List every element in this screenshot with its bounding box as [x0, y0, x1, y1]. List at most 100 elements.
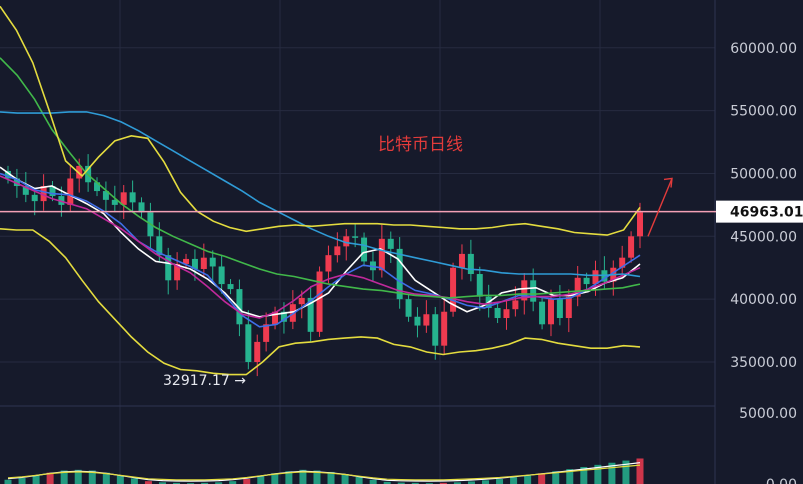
volume-bar	[313, 470, 321, 484]
candle-body	[334, 246, 341, 256]
volume-bar	[116, 475, 124, 484]
candle-body	[298, 297, 305, 305]
candle-body	[13, 178, 20, 187]
price-tick-label: 40000.00	[730, 292, 797, 308]
candle-body	[343, 236, 350, 247]
volume-bar	[88, 470, 96, 484]
candle-body	[574, 277, 581, 297]
candle-body	[352, 236, 359, 238]
up-arrow-icon	[647, 177, 673, 237]
volume-bar	[158, 482, 166, 484]
volume-bar	[173, 482, 181, 484]
price-tick-label: 50000.00	[730, 166, 797, 182]
indicator-line-ma5	[0, 166, 641, 318]
candle-body	[254, 341, 261, 363]
candle-body	[592, 270, 599, 285]
current-price-line: 46963.01	[0, 200, 803, 223]
candle-body	[76, 165, 83, 179]
volume-bar	[369, 479, 377, 484]
indicator-line-ma60	[0, 57, 641, 299]
candle-body	[467, 253, 474, 275]
candle-body	[120, 192, 127, 205]
volume-bar	[271, 473, 279, 484]
candle-body	[102, 191, 109, 200]
candle-body	[494, 307, 501, 319]
volume-bar	[496, 479, 504, 484]
candle-body	[565, 296, 572, 319]
candle-body	[218, 266, 225, 285]
price-tick-label: 35000.00	[730, 355, 797, 371]
volume-bar	[482, 480, 490, 484]
candle-body	[156, 236, 163, 256]
candle-body	[191, 258, 198, 269]
candle-body	[503, 309, 510, 319]
volume-bar	[636, 458, 644, 484]
candle-body	[378, 238, 385, 271]
price-tick-label: 55000.00	[730, 104, 797, 120]
volume-bar	[285, 471, 293, 484]
price-axis: 60000.00 55000.00 50000.00 45000.00 40000.00…	[730, 41, 797, 484]
volume-bar	[383, 481, 391, 484]
volume-tick-label: 0.00	[766, 477, 797, 484]
price-tick-label: 45000.00	[730, 229, 797, 245]
volume-bar	[130, 478, 138, 484]
indicator-line-ma120	[0, 111, 641, 278]
volume-bar	[552, 471, 560, 484]
arrow-head	[663, 177, 673, 188]
candle-body	[111, 199, 118, 205]
candle-body	[423, 314, 430, 326]
volume-bar	[580, 466, 588, 484]
volume-bar	[566, 469, 574, 484]
candle-body	[325, 255, 332, 272]
indicator-lines	[0, 5, 641, 376]
candle-body	[129, 192, 136, 203]
candle-body	[521, 280, 528, 301]
indicator-line-boll-up	[0, 5, 641, 236]
volume-bar	[355, 476, 363, 484]
grid	[0, 0, 715, 484]
candle-body	[236, 289, 243, 325]
volume-bar	[46, 472, 54, 484]
candle-body	[67, 178, 74, 205]
volume-bar	[201, 482, 209, 484]
candle-body	[387, 238, 394, 249]
volume-bar	[257, 476, 265, 484]
low-annotation: 32917.17 →	[163, 373, 246, 389]
candle-body	[458, 253, 465, 268]
volume-bar	[439, 482, 447, 484]
candle-body	[280, 311, 287, 322]
candle-body	[58, 196, 65, 205]
candle-body	[361, 237, 368, 262]
candle-body	[530, 280, 537, 302]
volume-bar	[453, 482, 461, 484]
arrow-shaft	[647, 178, 673, 237]
candle-body	[512, 300, 519, 310]
volume-bar	[18, 478, 26, 484]
candle-body	[414, 316, 421, 326]
volume-bar	[243, 479, 251, 484]
price-tick-label: 60000.00	[730, 41, 797, 57]
candle-body	[183, 258, 190, 264]
volume-bar	[608, 462, 616, 484]
volume-bar	[397, 482, 405, 484]
current-price-tag	[716, 200, 803, 223]
candle-body	[539, 301, 546, 325]
current-price-label: 46963.01	[730, 205, 803, 221]
volume-bar	[144, 481, 152, 484]
candle-body	[628, 236, 635, 258]
candle-body	[272, 311, 279, 325]
candle-body	[619, 257, 626, 268]
candle-body	[245, 324, 252, 363]
volume-bar	[327, 471, 335, 484]
volume-bar	[229, 481, 237, 484]
volume-tick-label: 5000.00	[739, 406, 797, 422]
volume-bar	[299, 469, 307, 484]
candle-body	[165, 255, 172, 281]
volume-bar	[102, 472, 110, 484]
volume-ma-line-2	[7, 464, 641, 481]
candle-body	[432, 314, 439, 346]
volume-bar	[524, 475, 532, 484]
volume-bar	[4, 479, 12, 484]
